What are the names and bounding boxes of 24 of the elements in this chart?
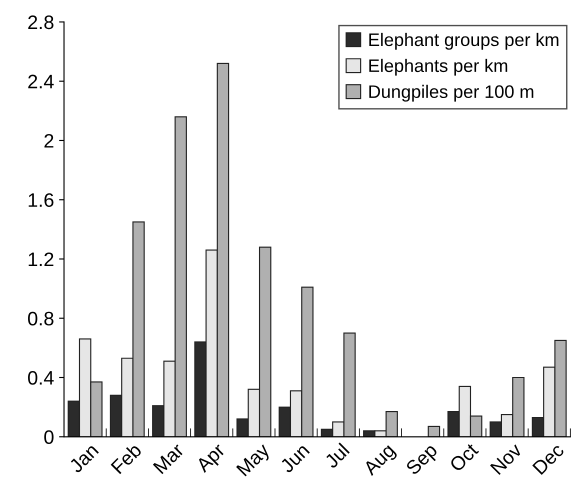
x-tick-label: Oct	[448, 442, 480, 472]
legend-label: Elephant groups per km	[369, 32, 558, 50]
x-tick-label: Jul	[323, 442, 350, 470]
bar	[428, 426, 440, 437]
x-tick-label: Mar	[152, 442, 185, 474]
x-tick-label: Feb	[110, 442, 142, 474]
x-tick-label: Apr	[195, 442, 229, 476]
y-tick-label: 2.8	[28, 15, 54, 30]
y-tick-label: 2.4	[28, 74, 54, 88]
x-tick-label: Dec	[532, 442, 565, 476]
legend-label: Dungpiles per 100 m	[369, 84, 534, 102]
y-tick-label: 1.2	[28, 252, 54, 266]
y-tick-label: 0	[44, 430, 54, 444]
x-tick-label: Aug	[362, 443, 398, 479]
x-tick-label: Jun	[279, 443, 310, 474]
y-tick-label: 2	[44, 134, 54, 148]
legend-label: Elephants per km	[369, 58, 508, 76]
y-tick-label: 0.8	[28, 312, 54, 326]
y-tick-label: 0.4	[28, 370, 54, 385]
x-tick-label: Jan	[68, 443, 99, 474]
x-tick-label: Sep	[405, 442, 441, 478]
y-tick-label: 1.6	[28, 193, 54, 207]
x-tick-label: May	[236, 442, 274, 480]
x-tick-label: Nov	[490, 442, 523, 476]
